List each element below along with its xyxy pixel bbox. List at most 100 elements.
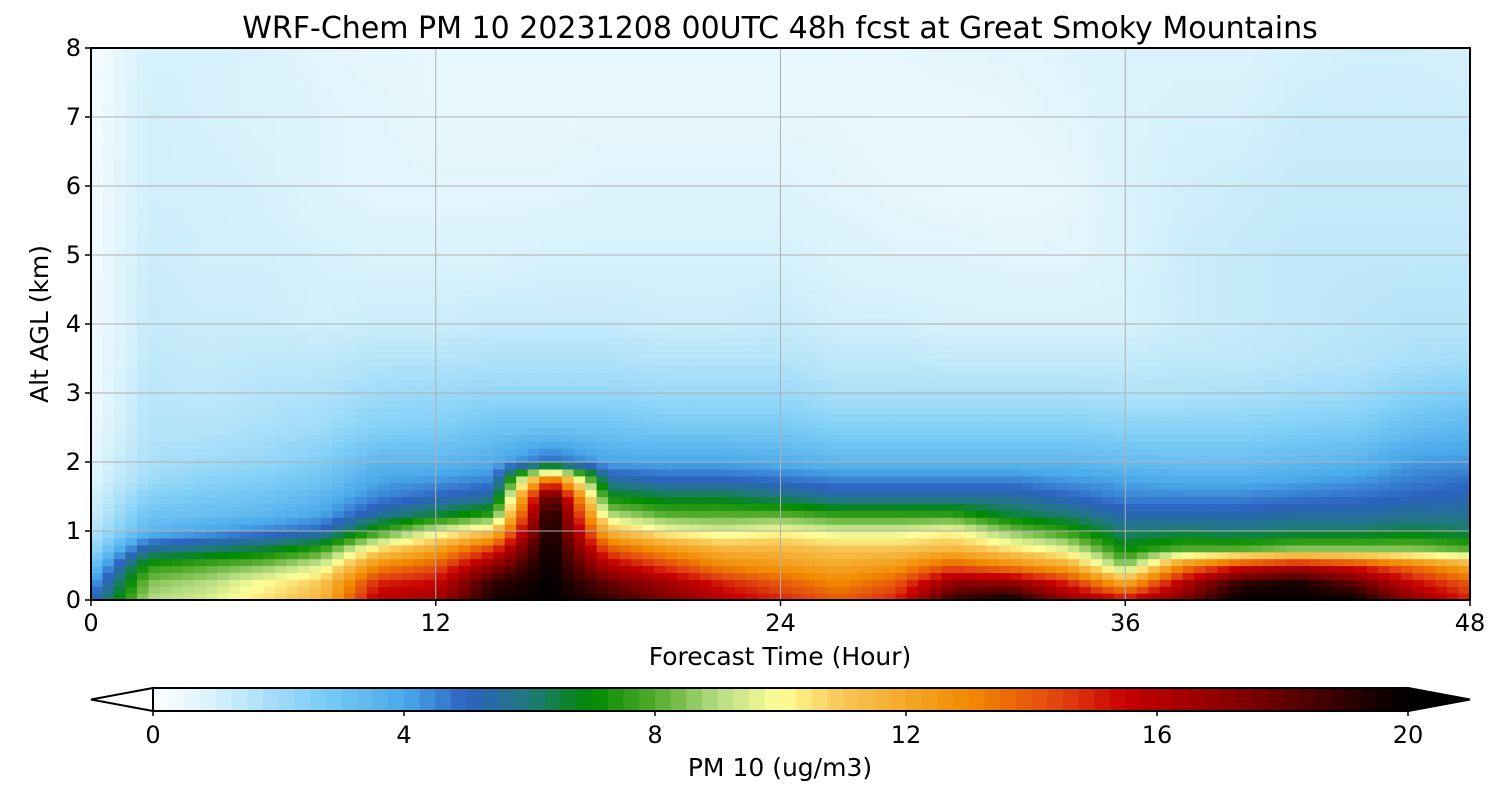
heatmap-cell	[320, 393, 333, 401]
heatmap-cell	[136, 68, 150, 77]
heatmap-cell	[320, 68, 333, 77]
heatmap-cell	[573, 406, 586, 415]
heatmap-cell	[412, 227, 425, 235]
heatmap-cell	[378, 123, 391, 132]
heatmap-cell	[585, 427, 598, 435]
heatmap-cell	[631, 206, 644, 215]
heatmap-cell	[355, 220, 368, 228]
heatmap-cell	[562, 420, 575, 429]
heatmap-cell	[665, 455, 678, 463]
heatmap-cell	[608, 537, 621, 546]
heatmap-cell	[424, 103, 437, 111]
heatmap-cell	[665, 503, 678, 511]
heatmap-cell	[596, 330, 609, 339]
heatmap-cell	[619, 275, 632, 284]
heatmap-cell	[596, 517, 609, 525]
heatmap-cell	[493, 551, 506, 560]
heatmap-cell	[435, 165, 448, 173]
heatmap-cell	[136, 406, 150, 415]
heatmap-cell	[378, 54, 391, 63]
heatmap-cell	[113, 593, 127, 600]
heatmap-cell	[711, 96, 724, 104]
heatmap-cell	[562, 510, 575, 518]
heatmap-cell	[159, 158, 173, 166]
heatmap-cell	[274, 192, 287, 201]
heatmap-cell	[378, 544, 391, 553]
heatmap-cell	[654, 151, 667, 159]
heatmap-cell	[378, 117, 391, 125]
heatmap-cell	[447, 330, 460, 339]
heatmap-cell	[320, 117, 333, 125]
heatmap-cell	[573, 420, 586, 429]
heatmap-cell	[654, 441, 667, 449]
heatmap-cell	[654, 248, 667, 256]
heatmap-cell	[102, 179, 115, 187]
heatmap-cell	[274, 524, 287, 532]
heatmap-cell	[182, 303, 196, 311]
heatmap-cell	[274, 199, 287, 208]
heatmap-cell	[780, 89, 793, 97]
heatmap-cell	[102, 399, 115, 408]
heatmap-cell	[171, 165, 184, 173]
heatmap-cell	[228, 317, 241, 325]
heatmap-cell	[297, 551, 310, 560]
heatmap-cell	[136, 130, 150, 139]
heatmap-cell	[205, 199, 219, 208]
heatmap-cell	[286, 420, 299, 429]
heatmap-cell	[228, 441, 241, 449]
heatmap-cell	[412, 54, 425, 63]
heatmap-cell	[470, 186, 483, 194]
heatmap-cell	[447, 358, 460, 366]
heatmap-cell	[435, 296, 448, 304]
heatmap-cell	[378, 413, 391, 422]
heatmap-cell	[217, 227, 230, 235]
heatmap-cell	[401, 593, 414, 600]
heatmap-cell	[286, 517, 299, 525]
heatmap-cell	[228, 289, 241, 297]
heatmap-cell	[332, 268, 345, 277]
heatmap-cell	[791, 510, 805, 518]
heatmap-cell	[631, 427, 644, 435]
heatmap-cell	[723, 220, 736, 228]
heatmap-cell	[412, 96, 425, 104]
heatmap-cell	[297, 406, 310, 415]
heatmap-cell	[148, 303, 161, 311]
heatmap-cell	[677, 75, 690, 84]
heatmap-cell	[608, 255, 621, 263]
heatmap-cell	[642, 206, 655, 215]
heatmap-cell	[470, 517, 483, 525]
heatmap-cell	[194, 103, 207, 111]
heatmap-cell	[677, 379, 690, 387]
heatmap-cell	[677, 586, 690, 594]
heatmap-cell	[217, 123, 230, 132]
heatmap-cell	[355, 427, 368, 435]
heatmap-cell	[757, 151, 770, 159]
heatmap-cell	[677, 130, 690, 139]
heatmap-cell	[205, 130, 219, 139]
heatmap-cell	[573, 586, 586, 594]
heatmap-cell	[263, 379, 276, 387]
heatmap-cell	[700, 110, 713, 118]
heatmap-cell	[550, 199, 563, 208]
heatmap-cell	[309, 54, 322, 63]
heatmap-cell	[757, 393, 770, 401]
heatmap-cell	[596, 241, 609, 249]
heatmap-cell	[527, 186, 540, 194]
heatmap-cell	[642, 54, 655, 63]
heatmap-cell	[711, 275, 724, 284]
heatmap-cell	[516, 248, 529, 256]
heatmap-cell	[470, 579, 483, 587]
heatmap-cell	[401, 303, 414, 311]
heatmap-cell	[217, 220, 230, 228]
heatmap-cell	[757, 310, 770, 318]
heatmap-cell	[711, 179, 724, 187]
heatmap-cell	[274, 420, 287, 429]
heatmap-cell	[642, 351, 655, 360]
heatmap-cell	[355, 310, 368, 318]
heatmap-cell	[389, 220, 402, 228]
heatmap-cell	[378, 420, 391, 429]
heatmap-cell	[585, 289, 598, 297]
heatmap-cell	[562, 330, 575, 339]
heatmap-cell	[159, 455, 173, 463]
heatmap-cell	[424, 248, 437, 256]
